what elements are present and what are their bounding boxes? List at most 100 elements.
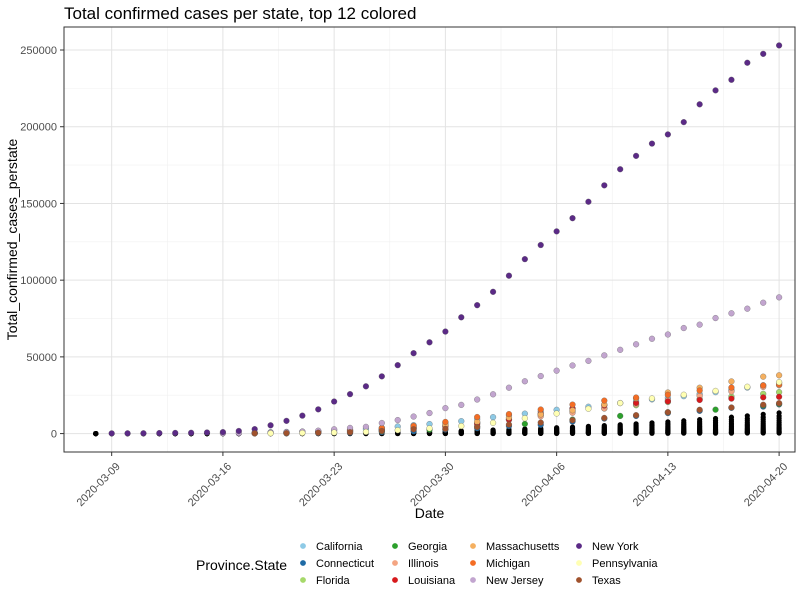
point-new-jersey <box>553 367 560 374</box>
legend-label-connecticut: Connecticut <box>316 558 374 570</box>
point-texas <box>251 430 258 437</box>
point-michigan <box>442 418 449 425</box>
legend-label-new-jersey: New Jersey <box>486 575 544 587</box>
y-axis-title: Total_confirmed_cases_perstate <box>4 139 20 341</box>
point-louisiana <box>696 396 703 404</box>
plot-panel-border <box>63 26 796 453</box>
point-michigan <box>505 411 513 418</box>
point-new-york <box>283 417 290 424</box>
point-texas <box>410 426 417 433</box>
point-new-york <box>648 140 656 147</box>
legend-label-florida: Florida <box>316 575 351 587</box>
point-new-york <box>712 87 719 94</box>
point-new-jersey <box>664 331 671 338</box>
y-tick-label: 50000 <box>26 352 57 364</box>
point-pennsylvania <box>299 429 306 437</box>
point-other-state <box>474 430 480 437</box>
point-new-jersey <box>569 362 576 369</box>
point-new-york <box>124 430 131 437</box>
point-texas <box>696 406 703 413</box>
point-louisiana <box>760 394 767 401</box>
point-new-york <box>744 59 751 66</box>
legend-label-louisiana: Louisiana <box>408 575 456 587</box>
point-new-jersey <box>505 384 513 391</box>
legend-key-louisiana <box>392 577 398 583</box>
point-michigan <box>664 391 671 398</box>
point-texas <box>346 429 354 436</box>
point-other-state <box>776 430 782 436</box>
point-pennsylvania <box>680 391 687 398</box>
point-new-york <box>585 198 592 205</box>
chart-title: Total confirmed cases per state, top 12 … <box>64 4 416 23</box>
point-pennsylvania <box>585 405 592 412</box>
point-georgia <box>521 420 528 427</box>
point-pennsylvania <box>712 387 719 394</box>
point-new-york <box>760 50 767 57</box>
point-pennsylvania <box>267 430 274 437</box>
point-new-jersey <box>378 419 385 427</box>
point-new-york <box>601 182 608 189</box>
point-new-jersey <box>394 417 401 424</box>
point-other-state <box>760 430 766 436</box>
point-new-jersey <box>728 310 735 317</box>
point-texas <box>378 427 385 435</box>
y-tick-label: 100000 <box>20 275 57 287</box>
point-new-york <box>235 427 242 435</box>
legend-key-new-jersey <box>470 577 476 583</box>
legend: Province.State California Connecticut Flor… <box>196 541 658 587</box>
legend-key-california <box>300 543 306 549</box>
legend-key-new-york <box>576 543 582 549</box>
point-new-jersey <box>617 346 624 353</box>
point-new-york <box>299 412 306 419</box>
point-new-york <box>346 391 354 398</box>
x-tick-label: 2020-04-20 <box>742 461 790 509</box>
x-axis-title: Date <box>415 505 445 521</box>
point-pennsylvania <box>394 427 401 434</box>
point-pennsylvania <box>617 400 624 407</box>
point-massachusetts <box>760 373 767 380</box>
point-louisiana <box>664 398 671 405</box>
point-new-york <box>378 373 385 380</box>
point-new-york <box>219 429 226 436</box>
legend-label-california: California <box>316 541 363 553</box>
point-new-jersey <box>458 401 465 408</box>
point-georgia <box>617 412 624 419</box>
point-massachusetts <box>728 378 735 385</box>
point-new-york <box>521 256 528 263</box>
point-new-york <box>776 42 783 49</box>
point-new-jersey <box>585 357 592 364</box>
point-pennsylvania <box>776 379 783 386</box>
point-other-state <box>617 430 623 436</box>
point-california <box>490 414 497 421</box>
point-texas <box>776 400 783 407</box>
point-michigan <box>537 406 544 413</box>
point-other-state <box>506 430 512 437</box>
legend-key-pennsylvania <box>576 560 582 566</box>
point-new-york <box>696 101 703 108</box>
point-louisiana <box>776 393 783 400</box>
point-new-york <box>664 131 671 138</box>
point-michigan <box>569 401 576 408</box>
point-other-state <box>665 430 671 436</box>
legend-label-new-york: New York <box>592 541 639 553</box>
legend-key-connecticut <box>300 560 306 566</box>
point-other-state <box>712 430 719 436</box>
point-other-state <box>538 430 544 437</box>
point-texas <box>474 423 481 431</box>
legend-key-texas <box>576 577 582 583</box>
x-tick-label: 2020-04-06 <box>520 461 568 509</box>
y-tick-label: 200000 <box>20 122 57 134</box>
legend-key-illinois <box>392 560 398 566</box>
point-new-york <box>474 302 481 309</box>
point-texas <box>760 401 767 408</box>
point-texas <box>315 429 322 436</box>
point-other-state <box>649 430 655 436</box>
point-pennsylvania <box>553 410 560 417</box>
legend-label-michigan: Michigan <box>486 558 530 570</box>
y-tick-label: 150000 <box>20 198 57 210</box>
y-tick-label: 250000 <box>20 45 57 57</box>
point-other-state <box>585 430 592 436</box>
point-new-york <box>394 362 401 369</box>
point-massachusetts <box>569 407 576 414</box>
point-new-jersey <box>744 305 751 312</box>
